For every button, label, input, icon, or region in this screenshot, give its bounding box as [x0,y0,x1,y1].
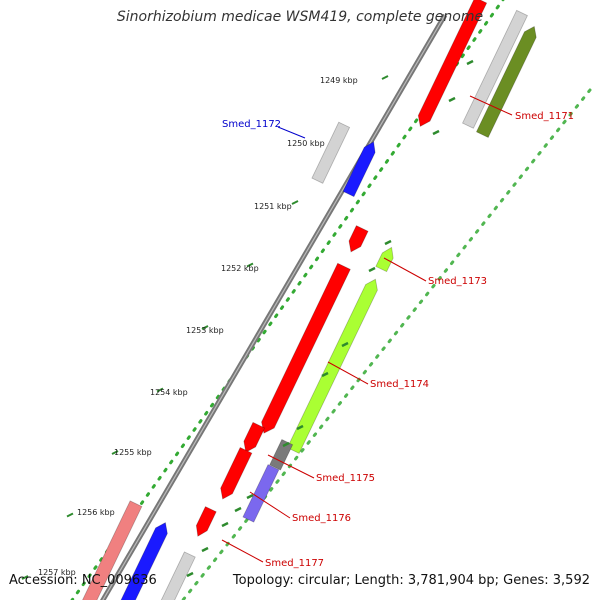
gene-feature-lime [375,246,394,273]
gene-feature-lightgray [462,9,528,129]
feature-tick [246,493,254,500]
scale-tick [21,575,29,580]
gene-label-leader [249,491,291,519]
gene-feature-blue [342,141,376,198]
accession-text: Accession: NC_009636 [9,573,157,588]
gene-label-smed-1173: Smed_1173 [428,276,487,287]
scale-label: 1256 kbp [77,508,115,517]
scale-tick [111,450,119,455]
gene-label-smed-1172: Smed_1172 [222,119,281,130]
feature-tick [234,506,242,513]
gene-feature-lightgray [160,551,196,600]
scale-label: 1254 kbp [150,388,188,397]
feature-tick [321,371,329,378]
genome-backbone-highlight [102,14,446,600]
genome-summary-text: Topology: circular; Length: 3,781,904 bp… [232,573,590,588]
feature-tick [282,441,290,448]
feature-tick [341,341,349,348]
scale-label: 1257 kbp [38,568,76,577]
scale-label: 1252 kbp [221,264,259,273]
gene-feature-lime [286,278,378,454]
gene-feature-red [261,262,351,434]
feature-tick [432,129,440,136]
gene-feature-lightgray [311,121,351,184]
gene-label-smed-1177: Smed_1177 [265,558,324,569]
scale-tick [246,262,254,268]
scale-tick [291,200,299,205]
gene-label-leader [383,257,427,282]
gene-feature-olive [475,25,537,138]
feature-tick [296,424,304,431]
gene-label-leader [327,361,369,385]
gene-feature-pink [82,500,143,600]
gene-label-smed-1175: Smed_1175 [316,473,375,484]
feature-tick [448,96,456,103]
gene-feature-red [220,446,253,500]
gene-feature-red [417,0,488,128]
scale-label: 1249 kbp [320,76,358,85]
scale-tick [156,387,164,393]
gene-label-smed-1176: Smed_1176 [292,513,351,524]
gene-feature-blue [120,521,168,600]
gene-label-leader [221,539,264,563]
gene-feature-red [195,506,217,537]
gene-label-leader [469,95,513,116]
gene-label-smed-1171: Smed_1171 [515,111,574,122]
gene-label-smed-1174: Smed_1174 [370,379,429,390]
scale-label: 1251 kbp [254,202,292,211]
feature-tick [221,521,229,528]
page-title: Sinorhizobium medicae WSM419, complete g… [116,9,484,25]
scale-dotted-line [70,0,505,600]
feature-tick [368,266,376,273]
scale-label: 1255 kbp [114,448,152,457]
scale-label: 1250 kbp [287,139,325,148]
feature-tick [384,239,392,246]
gene-label-leader [267,454,315,479]
feature-tick [186,571,194,578]
feature-tick [201,546,209,553]
gene-feature-slate [242,464,280,523]
scale-tick [381,75,389,80]
gene-label-leader [277,126,306,139]
scale-tick [66,512,74,518]
scale-tick [201,325,209,330]
scale-label: 1253 kbp [186,326,224,335]
gene-feature-gray [269,438,294,471]
gene-feature-red [243,421,266,453]
feature-tick [466,59,474,66]
outer-dotted-guide [181,88,592,600]
gene-feature-red [348,225,369,253]
